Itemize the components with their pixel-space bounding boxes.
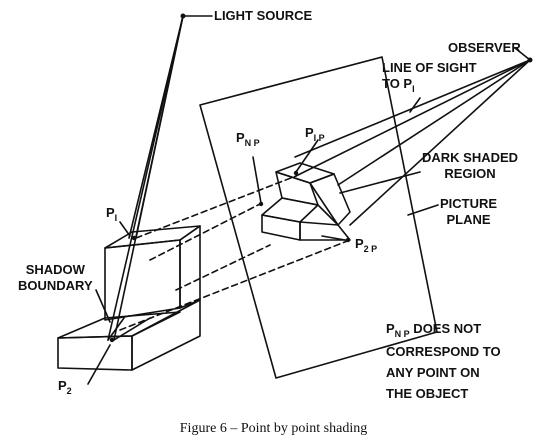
sight-line-2: [337, 59, 531, 186]
light-source-point: [180, 13, 186, 19]
p1-leader: [119, 221, 131, 237]
block-tall-side: [179, 225, 201, 309]
object-block: [57, 225, 201, 371]
point-p1p: [293, 170, 299, 176]
shadow-boundary-leader: [95, 289, 111, 323]
p2p-main: P: [355, 236, 364, 251]
dark-region-leader: [339, 171, 421, 194]
line-of-sight-label: LINE OF SIGHT TO PI: [382, 60, 477, 94]
point-p1: [131, 235, 137, 241]
line-of-sight-subscript: I: [412, 84, 415, 94]
light-ray-p2: [107, 15, 184, 341]
image-lower-step: [261, 197, 319, 223]
block-right-face: [131, 299, 201, 371]
point-p2: [109, 337, 115, 343]
image-lower-front: [261, 214, 301, 241]
dark-shaded-region-label: DARK SHADED REGION: [422, 150, 519, 181]
observer-label: OBSERVER: [448, 40, 521, 55]
p2p-subscript: 2 P: [363, 244, 378, 254]
note-subscript: N P: [394, 329, 410, 339]
projection-line-lower: [175, 244, 271, 291]
sight-line-3: [349, 59, 531, 226]
p1-main: P: [106, 205, 115, 220]
point-p2p: [345, 237, 351, 243]
p1p-subscript: I P: [313, 133, 325, 143]
pnp-subscript: N P: [244, 138, 260, 148]
p1-subscript: I: [114, 213, 118, 223]
projected-image: [261, 162, 351, 241]
p1p-leader: [295, 139, 319, 173]
p2p-label: P2 P: [355, 236, 378, 254]
pnp-main: P: [236, 130, 245, 145]
image-right: [309, 173, 351, 226]
picture-plane-leader: [407, 204, 439, 216]
line-of-sight-text: LINE OF SIGHT TO P: [382, 60, 477, 91]
shadow-boundary-label: SHADOW BOUNDARY: [18, 262, 93, 293]
p2-main: P: [58, 378, 67, 393]
p2p-leader: [321, 235, 346, 241]
p1p-main: P: [305, 125, 314, 140]
p2-label: P2: [58, 378, 72, 396]
picture-plane: [199, 56, 438, 379]
light-ray-p2-b: [113, 15, 184, 341]
block-front-face: [57, 335, 133, 371]
p2-leader: [87, 344, 111, 385]
dark-region-line: [317, 204, 339, 226]
sight-line-1: [295, 59, 531, 177]
observer-leader: [514, 47, 531, 61]
projection-line-p2: [119, 239, 351, 331]
picture-plane-label: PICTURE PLANE: [440, 196, 498, 227]
observer-point: [527, 57, 533, 63]
p1p-label: PI P: [305, 125, 325, 143]
figure-caption: Figure 6 – Point by point shading: [179, 421, 368, 436]
pnp-label: PN P: [236, 130, 260, 148]
p2-subscript: 2: [66, 386, 72, 396]
point-pnp: [258, 201, 264, 207]
block-top-face: [104, 225, 201, 249]
line-of-sight-leader: [409, 97, 421, 113]
shadow-line-1: [107, 317, 125, 341]
projection-line-p1: [135, 175, 297, 239]
pnp-note: PN P DOES NOT CORRESPOND TO ANY POINT ON…: [386, 318, 501, 404]
projection-line-pn: [149, 202, 263, 261]
image-upper-front: [275, 171, 319, 206]
p1-label: PI: [106, 205, 118, 223]
note-main: P: [386, 321, 395, 336]
light-source-label: LIGHT SOURCE: [214, 8, 313, 23]
shadow-line-2: [113, 317, 151, 341]
block-tall-front: [104, 239, 181, 321]
note-rest: DOES NOT CORRESPOND TO ANY POINT ON THE …: [386, 321, 501, 401]
pnp-leader: [252, 156, 262, 204]
